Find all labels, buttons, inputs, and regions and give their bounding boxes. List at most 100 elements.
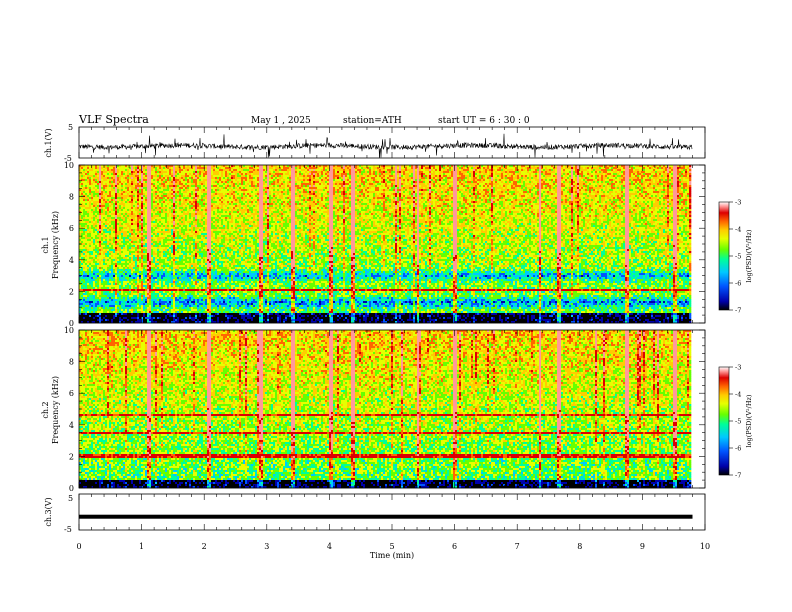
spectrogram-cell [469,189,471,191]
spectrogram-cell [657,177,659,179]
spectrogram-cell [123,179,125,181]
spectrogram-cell [197,183,199,185]
spectrogram-cell [107,175,109,177]
spectrogram-cell [89,181,91,183]
spectrogram-cell [399,175,401,177]
spectrogram-cell [543,183,545,185]
spectrogram-cell [453,189,455,191]
spectrogram-cell [109,189,111,191]
spectrogram-cell [545,169,547,171]
spectrogram-cell [171,179,173,181]
spectrogram-cell [573,171,575,173]
spectrogram-cell [339,181,341,183]
spectrogram-cell [403,189,405,191]
spectrogram-cell [241,185,243,187]
spectrogram-cell [591,175,593,177]
spectrogram-cell [367,181,369,183]
spectrogram-cell [97,177,99,179]
spectrogram-cell [351,181,353,183]
spectrogram-cell [569,181,571,183]
spectrogram-cell [345,173,347,175]
spectrogram-cell [509,181,511,183]
spectrogram-cell [625,185,627,187]
spectrogram-cell [397,177,399,179]
spectrogram-cell [399,187,401,189]
spectrogram-cell [429,181,431,183]
spectrogram-cell [337,177,339,179]
spectrogram-cell [263,177,265,179]
spectrogram-cell [265,181,267,183]
spectrogram-cell [489,179,491,181]
spectrogram-cell [335,185,337,187]
spectrogram-cell [553,183,555,185]
spectrogram-cell [197,177,199,179]
spectrogram-cell [387,169,389,171]
spectrogram-cell [303,185,305,187]
spectrogram-cell [189,179,191,181]
spectrogram-cell [361,167,363,169]
spectrogram-cell [265,183,267,185]
spectrogram-cell [527,173,529,175]
spectrogram-cell [517,181,519,183]
spectrogram-cell [655,177,657,179]
spectrogram-cell [547,181,549,183]
spectrogram-cell [555,167,557,169]
spectrogram-cell [311,169,313,171]
spectrogram-cell [657,187,659,189]
spectrogram-cell [311,187,313,189]
spectrogram-cell [235,177,237,179]
header-date: May 1 , 2025 [251,116,311,126]
spectrogram-cell [351,169,353,171]
spectrogram-cell [603,171,605,173]
spectrogram-cell [647,177,649,179]
spectrogram-cell [391,175,393,177]
spectrogram-cell [151,173,153,175]
spectrogram-cell [207,179,209,181]
spectrogram-cell [187,189,189,191]
spectrogram-cell [379,181,381,183]
spectrogram-cell [231,181,233,183]
spectrogram-cell [683,187,685,189]
spectrogram-cell [369,177,371,179]
spectrogram-cell [579,171,581,173]
spectrogram-cell [217,189,219,191]
spectrogram-cell [543,173,545,175]
spectrogram-cell [299,189,301,191]
spectrogram-cell [433,167,435,169]
spectrogram-cell [125,181,127,183]
spectrogram-cell [569,175,571,177]
spectrogram-cell [157,183,159,185]
spectrogram-cell [261,177,263,179]
spectrogram-cell [575,171,577,173]
spectrogram-cell [209,189,211,191]
spectrogram-cell [635,179,637,181]
spectrogram-cell [487,167,489,169]
spectrogram-cell [645,183,647,185]
spectrogram-cell [469,167,471,169]
spectrogram-cell [629,169,631,171]
spectrogram-cell [121,183,123,185]
spectrogram-cell [407,173,409,175]
spectrogram-cell [341,179,343,181]
spectrogram-cell [267,179,269,181]
spectrogram-cell [601,171,603,173]
spectrogram-cell [241,179,243,181]
spectrogram-cell [239,187,241,189]
spectrogram-cell [177,169,179,171]
spectrogram-cell [359,185,361,187]
spectrogram-cell [619,179,621,181]
spectrogram-cell [613,175,615,177]
spectrogram-cell [225,173,227,175]
spectrogram-cell [553,181,555,183]
spectrogram-cell [391,185,393,187]
spectrogram-cell [353,181,355,183]
spectrogram-cell [355,183,357,185]
spectrogram-cell [367,169,369,171]
spectrogram-cell [573,177,575,179]
spectrogram-cell [333,187,335,189]
spectrogram-cell [633,167,635,169]
spectrogram-cell [647,181,649,183]
spectrogram-cell [201,181,203,183]
spectrogram-cell [321,185,323,187]
spectrogram-cell [147,183,149,185]
